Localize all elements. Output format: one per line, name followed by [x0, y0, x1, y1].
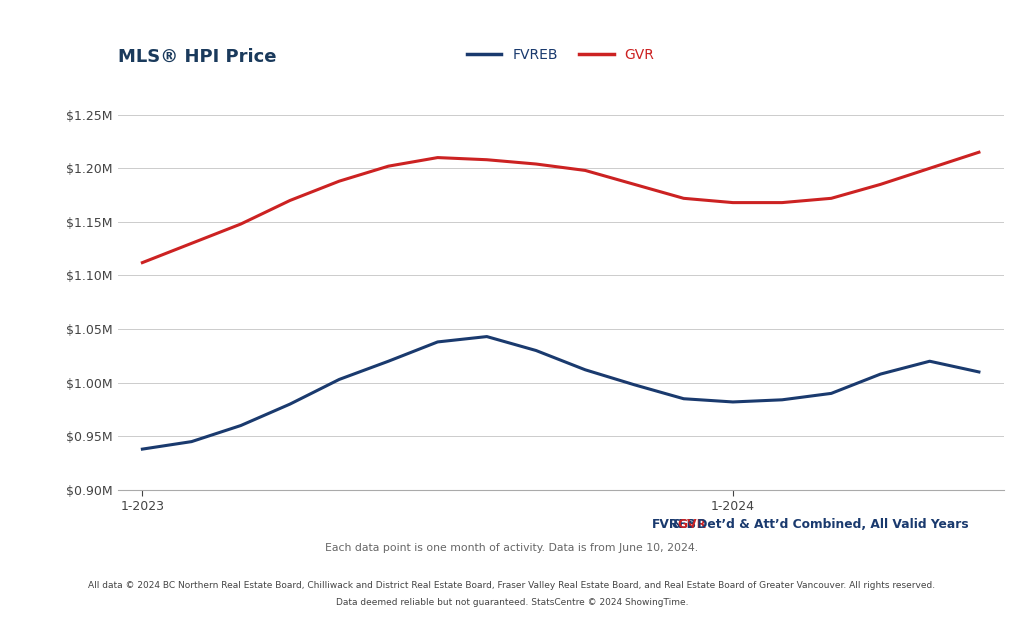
Text: All data © 2024 BC Northern Real Estate Board, Chilliwack and District Real Esta: All data © 2024 BC Northern Real Estate …: [88, 581, 936, 590]
Text: Each data point is one month of activity. Data is from June 10, 2024.: Each data point is one month of activity…: [326, 543, 698, 553]
Text: : Det’d & Att’d Combined, All Valid Years: : Det’d & Att’d Combined, All Valid Year…: [688, 518, 969, 531]
Text: GVR: GVR: [678, 518, 707, 531]
Legend: FVREB, GVR: FVREB, GVR: [461, 43, 660, 68]
Text: MLS® HPI Price: MLS® HPI Price: [118, 48, 276, 66]
Text: Data deemed reliable but not guaranteed. StatsCentre © 2024 ShowingTime.: Data deemed reliable but not guaranteed.…: [336, 598, 688, 607]
Text: &: &: [668, 518, 687, 531]
Text: FVREB: FVREB: [651, 518, 696, 531]
